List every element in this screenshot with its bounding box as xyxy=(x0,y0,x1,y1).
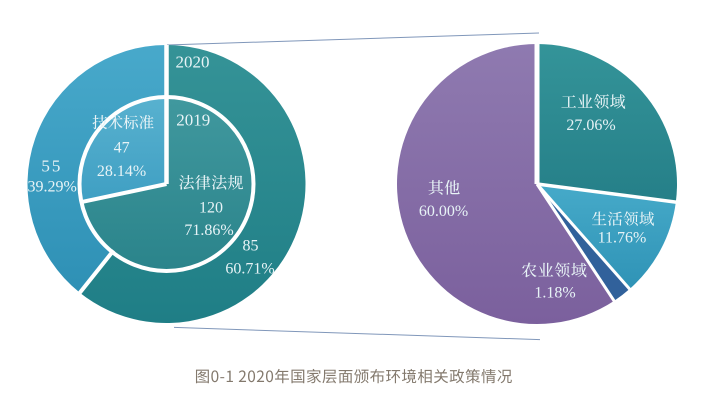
svg-text:2020: 2020 xyxy=(176,53,210,72)
svg-text:28.14%: 28.14% xyxy=(97,163,146,180)
svg-text:2019: 2019 xyxy=(176,111,210,130)
svg-text:1.18%: 1.18% xyxy=(534,284,575,301)
svg-text:85: 85 xyxy=(243,238,259,255)
svg-text:39.29%: 39.29% xyxy=(28,179,77,196)
svg-text:71.86%: 71.86% xyxy=(184,222,233,239)
svg-text:47: 47 xyxy=(114,140,130,157)
svg-text:55: 55 xyxy=(41,157,62,176)
svg-text:27.06%: 27.06% xyxy=(566,117,615,134)
svg-text:120: 120 xyxy=(199,200,223,217)
svg-text:11.76%: 11.76% xyxy=(598,230,647,247)
svg-text:60.00%: 60.00% xyxy=(419,203,468,220)
svg-text:60.71%: 60.71% xyxy=(225,261,274,278)
